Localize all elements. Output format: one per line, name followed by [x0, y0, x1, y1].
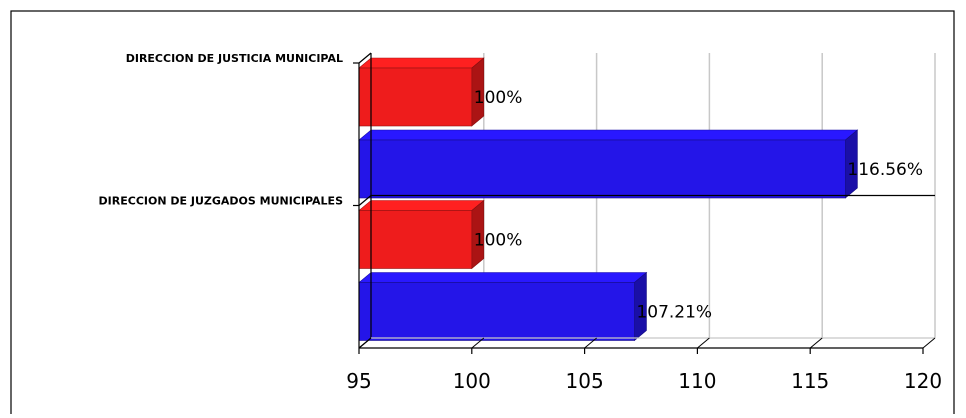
category-label: DIRECCION DE JUZGADOS MUNICIPALES — [99, 195, 344, 208]
bar-top-face — [358, 129, 859, 141]
x-tick-label: 100 — [453, 369, 491, 393]
x-tick-depth — [358, 337, 372, 349]
axis-layer — [353, 52, 936, 354]
x-tick-depth — [922, 337, 936, 349]
x-tick-label: 120 — [904, 369, 942, 393]
x-tick-depth — [471, 337, 485, 349]
bar — [358, 139, 846, 199]
bar-value-label: 100% — [474, 88, 523, 108]
x-tick-label: 105 — [566, 369, 604, 393]
x-tick-label: 115 — [791, 369, 829, 393]
top-depth-line — [358, 52, 372, 64]
x-tick-depth — [584, 337, 597, 349]
bar-top-face — [358, 57, 485, 69]
bar-top-face — [358, 200, 485, 211]
bar-value-label: 107.21% — [636, 303, 712, 323]
labels-layer: DIRECCION DE JUSTICIA MUNICIPAL DIRECCION… — [99, 52, 943, 393]
bar-value-label: 100% — [474, 231, 523, 251]
bar — [358, 210, 473, 269]
bar — [358, 282, 635, 341]
bar-value-label: 116.56% — [847, 160, 923, 180]
category-depth-line — [358, 195, 372, 206]
bar-top-face — [358, 272, 648, 283]
x-tick-depth — [697, 337, 710, 349]
category-label: DIRECCION DE JUSTICIA MUNICIPAL — [126, 52, 343, 65]
x-tick-label: 110 — [678, 369, 716, 393]
x-tick-label: 95 — [346, 369, 371, 393]
bar — [358, 67, 473, 127]
x-tick-depth — [809, 337, 823, 349]
bars-layer — [358, 57, 859, 342]
